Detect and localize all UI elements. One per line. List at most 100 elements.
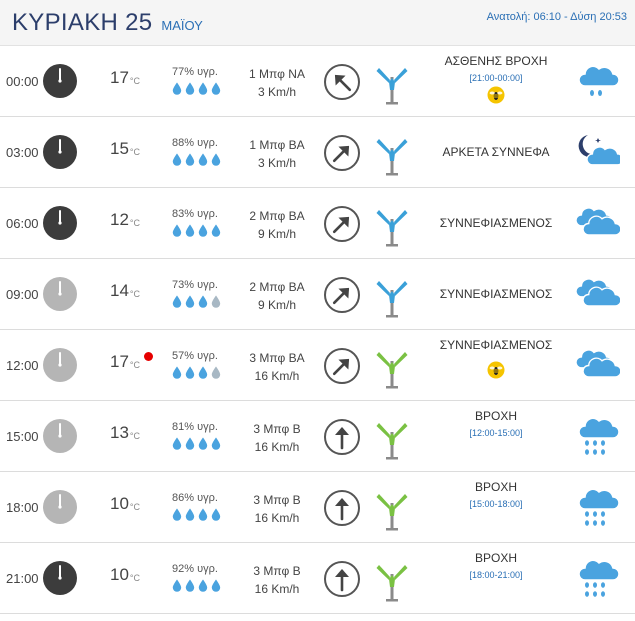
wind-beaufort: 2 Μπφ ΒΑ xyxy=(249,280,305,294)
time-label: 09:00 xyxy=(6,287,39,302)
forecast-row: 15:00 13°C 81% υγρ. 3 Μπφ Β 16 Km/h ΒΡΟΧΗ [1… xyxy=(0,401,635,472)
rain-time-range[interactable]: [12:00-15:00] xyxy=(469,428,523,438)
wind-beaufort: 3 Μπφ Β xyxy=(253,564,301,578)
temperature-value: 10 xyxy=(110,565,129,584)
humidity-drops xyxy=(172,295,232,308)
clock-icon xyxy=(42,560,78,596)
temperature-unit: °C xyxy=(129,218,141,228)
drop-icon xyxy=(211,153,221,166)
humidity: 83% υγρ. xyxy=(172,208,232,237)
condition: ΑΣΘΕΝΗΣ ΒΡΟΧΗ [21:00-00:00] xyxy=(426,54,566,104)
humidity: 81% υγρ. xyxy=(172,421,232,450)
condition-label: ΣΥΝΝΕΦΙΑΣΜΕΝΟΣ xyxy=(439,338,553,352)
wind-speed: 9 Km/h xyxy=(257,227,296,241)
wind-direction-arrow-icon xyxy=(323,560,361,598)
wind-info: 2 Μπφ ΒΑ 9 Km/h xyxy=(238,207,316,243)
forecast-row: 18:00 10°C 86% υγρ. 3 Μπφ Β 16 Km/h ΒΡΟΧΗ [1… xyxy=(0,472,635,543)
temperature: 17°C xyxy=(110,352,140,372)
humidity-drops xyxy=(172,508,232,521)
rain-icon xyxy=(574,557,620,599)
wind-info: 2 Μπφ ΒΑ 9 Km/h xyxy=(238,278,316,314)
drop-icon xyxy=(198,437,208,450)
temperature: 17°C xyxy=(110,68,140,88)
temperature-value: 14 xyxy=(110,281,129,300)
windsock-icon xyxy=(373,65,411,105)
forecast-row: 00:00 17°C 77% υγρ. 1 Μπφ ΝΑ 3 Km/h ΑΣΘΕΝΗΣ… xyxy=(0,46,635,117)
forecast-row: 03:00 15°C 88% υγρ. 1 Μπφ ΒΑ 3 Km/h ΑΡΚΕΤΑ … xyxy=(0,117,635,188)
wind-info: 3 Μπφ Β 16 Km/h xyxy=(238,491,316,527)
wind-info: 1 Μπφ ΒΑ 3 Km/h xyxy=(238,136,316,172)
temperature-unit: °C xyxy=(129,147,141,157)
wind-info: 3 Μπφ ΒΑ 16 Km/h xyxy=(238,349,316,385)
forecast-table: 00:00 17°C 77% υγρ. 1 Μπφ ΝΑ 3 Km/h ΑΣΘΕΝΗΣ… xyxy=(0,46,635,614)
wind-info: 3 Μπφ Β 16 Km/h xyxy=(238,420,316,456)
clock-icon xyxy=(42,205,78,241)
wind-direction-arrow-icon xyxy=(323,276,361,314)
temperature-unit: °C xyxy=(129,502,141,512)
drop-icon xyxy=(172,295,182,308)
time-label: 12:00 xyxy=(6,358,39,373)
windsock-icon xyxy=(373,491,411,531)
clock-icon xyxy=(42,63,78,99)
temperature-value: 13 xyxy=(110,423,129,442)
pollen-bee-icon xyxy=(487,361,505,379)
month-label: ΜΑΪΟΥ xyxy=(161,18,203,33)
humidity-label: 92% υγρ. xyxy=(172,563,218,575)
rain-icon xyxy=(574,486,620,528)
temperature: 14°C xyxy=(110,281,140,301)
wind-beaufort: 1 Μπφ ΝΑ xyxy=(249,67,305,81)
wind-direction-arrow-icon xyxy=(323,63,361,101)
clock-icon xyxy=(42,134,78,170)
forecast-row: 21:00 10°C 92% υγρ. 3 Μπφ Β 16 Km/h ΒΡΟΧΗ [1… xyxy=(0,543,635,614)
wind-beaufort: 3 Μπφ Β xyxy=(253,422,301,436)
humidity-label: 86% υγρ. xyxy=(172,492,218,504)
drop-icon xyxy=(185,579,195,592)
drop-icon xyxy=(211,579,221,592)
wind-beaufort: 3 Μπφ ΒΑ xyxy=(249,351,305,365)
clouds-icon xyxy=(574,344,622,386)
windsock-icon xyxy=(373,207,411,247)
forecast-row: 12:00 17°C 57% υγρ. 3 Μπφ ΒΑ 16 Km/h ΣΥΝΝΕΦ… xyxy=(0,330,635,401)
pollen-bee-icon xyxy=(487,86,505,104)
rain-time-range[interactable]: [15:00-18:00] xyxy=(469,499,523,509)
condition-label: ΒΡΟΧΗ xyxy=(474,409,517,423)
temperature-unit: °C xyxy=(129,360,141,370)
hot-indicator-icon xyxy=(144,352,153,361)
drop-icon xyxy=(172,508,182,521)
humidity-label: 88% υγρ. xyxy=(172,137,218,149)
temperature: 10°C xyxy=(110,565,140,585)
condition-label: ΒΡΟΧΗ xyxy=(474,480,517,494)
humidity-drops xyxy=(172,579,232,592)
condition: ΣΥΝΝΕΦΙΑΣΜΕΝΟΣ xyxy=(426,287,566,301)
drop-icon xyxy=(198,366,208,379)
rain-time-range[interactable]: [18:00-21:00] xyxy=(469,570,523,580)
time-label: 06:00 xyxy=(6,216,39,231)
clock-icon xyxy=(42,489,78,525)
drop-icon xyxy=(198,82,208,95)
windsock-icon xyxy=(373,349,411,389)
humidity: 86% υγρ. xyxy=(172,492,232,521)
drop-icon xyxy=(185,224,195,237)
drop-icon xyxy=(211,82,221,95)
condition-label: ΒΡΟΧΗ xyxy=(474,551,517,565)
humidity: 73% υγρ. xyxy=(172,279,232,308)
wind-direction-arrow-icon xyxy=(323,418,361,456)
time-label: 15:00 xyxy=(6,429,39,444)
drop-icon xyxy=(185,508,195,521)
condition: ΣΥΝΝΕΦΙΑΣΜΕΝΟΣ xyxy=(426,338,566,379)
wind-beaufort: 2 Μπφ ΒΑ xyxy=(249,209,305,223)
day-title: ΚΥΡΙΑΚΗ 25 ΜΑΪΟΥ xyxy=(12,9,203,37)
wind-direction-arrow-icon xyxy=(323,134,361,172)
humidity-label: 57% υγρ. xyxy=(172,350,218,362)
drop-icon xyxy=(172,366,182,379)
humidity-drops xyxy=(172,366,232,379)
clock-icon xyxy=(42,418,78,454)
header: ΚΥΡΙΑΚΗ 25 ΜΑΪΟΥ Ανατολή: 06:10 - Δύση 2… xyxy=(0,0,635,46)
moon-cloud-icon xyxy=(574,131,624,173)
sunrise-sunset: Ανατολή: 06:10 - Δύση 20:53 xyxy=(486,11,627,23)
humidity-label: 81% υγρ. xyxy=(172,421,218,433)
humidity-label: 77% υγρ. xyxy=(172,66,218,78)
clouds-icon xyxy=(574,273,622,315)
rain-time-range[interactable]: [21:00-00:00] xyxy=(469,73,523,83)
forecast-row: 06:00 12°C 83% υγρ. 2 Μπφ ΒΑ 9 Km/h ΣΥΝΝΕΦΙ… xyxy=(0,188,635,259)
